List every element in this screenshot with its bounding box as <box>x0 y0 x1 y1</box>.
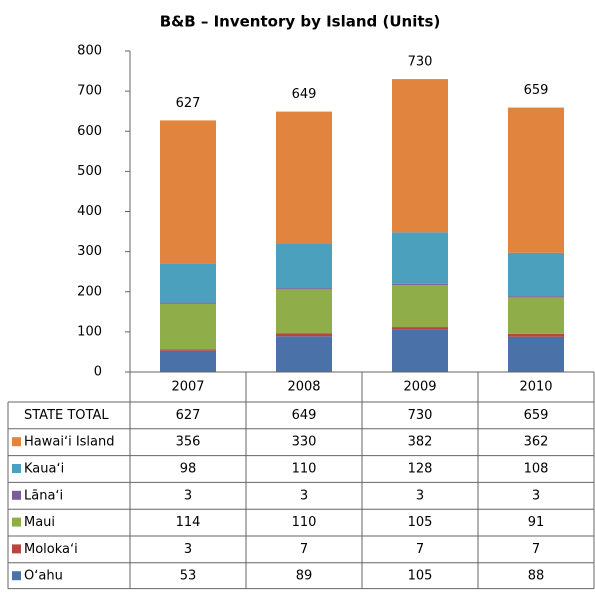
table-cell: 3 <box>300 488 308 503</box>
bar-segment <box>508 296 564 298</box>
x-tick-label: 2010 <box>519 380 552 395</box>
table-cell: 98 <box>180 462 197 477</box>
bar-segment <box>392 329 448 372</box>
bar-segment <box>392 283 448 285</box>
bar-segment <box>276 289 332 334</box>
table-cell: 7 <box>300 542 308 557</box>
bar-segment <box>276 244 332 289</box>
y-tick-label: 600 <box>77 124 102 139</box>
legend-label: Oʻahu <box>24 569 63 584</box>
y-tick-label: 800 <box>77 44 102 59</box>
table-cell: 356 <box>176 435 201 450</box>
bar-segment <box>276 288 332 290</box>
table-cell: 110 <box>292 515 317 530</box>
legend-swatch <box>12 571 21 581</box>
bar-segment <box>508 252 564 297</box>
x-tick-label: 2007 <box>171 380 204 395</box>
table-cell: 53 <box>180 569 197 584</box>
table-cell: 3 <box>184 542 192 557</box>
legend-swatch <box>12 464 21 473</box>
total-label: 659 <box>524 83 549 98</box>
bar-segment <box>392 327 448 330</box>
table-row-label: STATE TOTAL <box>24 408 109 423</box>
bar-segment <box>508 333 564 337</box>
total-label: 627 <box>176 96 201 111</box>
bar-segment <box>276 111 332 245</box>
table-cell: 108 <box>524 462 549 477</box>
legend-swatch <box>12 544 21 554</box>
table-cell: 3 <box>532 488 540 503</box>
bar-segment <box>160 349 216 351</box>
total-label: 649 <box>292 87 317 102</box>
bar-segment <box>160 303 216 350</box>
bar-segment <box>160 263 216 303</box>
bar-segment <box>160 302 216 304</box>
y-tick-label: 300 <box>77 244 102 259</box>
y-tick-label: 500 <box>77 164 102 179</box>
bar-segment <box>276 333 332 337</box>
chart-title: B&B – Inventory by Island (Units) <box>160 13 441 31</box>
table-cell: 114 <box>176 515 201 530</box>
bar-segment <box>392 284 448 328</box>
table-cell: 330 <box>292 435 317 450</box>
y-tick-label: 400 <box>77 204 102 219</box>
bar-segment <box>508 107 564 253</box>
y-tick-label: 700 <box>77 84 102 99</box>
table-cell: 91 <box>528 515 545 530</box>
y-tick-label: 0 <box>94 365 102 380</box>
y-tick-label: 100 <box>77 324 102 339</box>
table-cell: 89 <box>296 569 313 584</box>
table-cell: 7 <box>532 542 540 557</box>
table-cell: 110 <box>292 462 317 477</box>
table-cell: 649 <box>292 408 317 423</box>
legend-swatch <box>12 437 21 447</box>
table-cell: 105 <box>408 515 433 530</box>
legend-label: Molokaʻi <box>24 542 78 557</box>
x-tick-label: 2009 <box>403 380 436 395</box>
bar-segment <box>392 232 448 284</box>
legend-label: Kauaʻi <box>24 462 64 477</box>
legend-label: Hawaiʻi Island <box>24 435 115 450</box>
bar-segment <box>392 79 448 233</box>
bar-segment <box>160 350 216 372</box>
bar-segment <box>508 336 564 372</box>
table-cell: 730 <box>408 408 433 423</box>
table-cell: 128 <box>408 462 433 477</box>
table-cell: 627 <box>176 408 201 423</box>
legend-swatch <box>12 490 21 500</box>
table-cell: 105 <box>408 569 433 584</box>
table-cell: 88 <box>528 569 545 584</box>
x-tick-label: 2008 <box>287 380 320 395</box>
legend-label: Lānaʻi <box>24 488 63 503</box>
table-cell: 3 <box>184 488 192 503</box>
bar-segment <box>508 297 564 334</box>
table-cell: 3 <box>416 488 424 503</box>
legend-label: Maui <box>24 515 55 530</box>
y-tick-label: 200 <box>77 284 102 299</box>
table-cell: 659 <box>524 408 549 423</box>
table-cell: 382 <box>408 435 433 450</box>
table-cell: 7 <box>416 542 424 557</box>
table-cell: 362 <box>524 435 549 450</box>
legend-swatch <box>12 517 21 527</box>
total-label: 730 <box>408 55 433 70</box>
bar-segment <box>160 120 216 264</box>
bar-segment <box>276 336 332 372</box>
